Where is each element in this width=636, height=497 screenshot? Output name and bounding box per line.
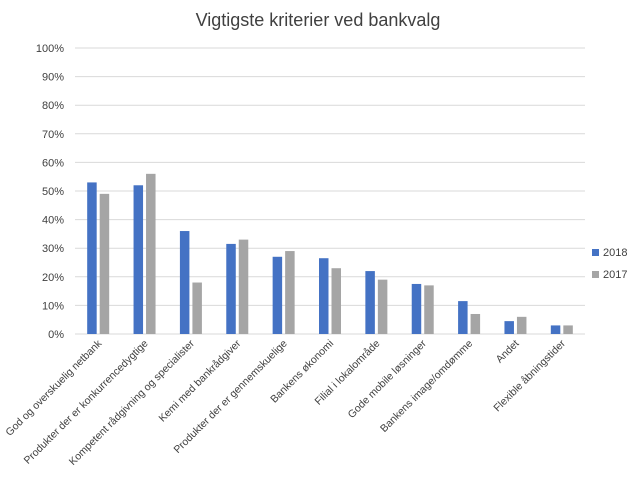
y-tick-label: 30% [42,243,64,255]
bar-2017-7 [424,285,434,334]
x-category-label: God og overskuelig netbank [3,337,104,438]
x-category-label: Andet [494,338,522,366]
bar-2018-7 [411,283,422,334]
bars [87,173,573,334]
bar-2017-5 [331,268,341,334]
gridlines [75,47,585,335]
y-tick-label: 90% [42,72,64,84]
bar-2018-1 [133,185,144,334]
bar-2018-0 [87,182,97,334]
bar-2017-2 [192,282,202,334]
legend-swatch-2018 [592,249,599,256]
bar-2018-8 [458,301,468,334]
bar-2017-6 [377,279,388,334]
bar-2018-5 [319,258,329,334]
bar-2017-4 [285,251,295,334]
bar-2018-10 [550,325,561,334]
bar-2018-3 [226,243,236,334]
bar-2018-2 [179,231,190,334]
legend-swatch-2017 [592,271,599,278]
y-tick-label: 50% [42,186,64,198]
y-axis-tick-labels: 0% 10% 20% 30% 40% 50% 60% 70% 80% 90% 100% [36,43,64,341]
bar-2017-1 [146,173,156,334]
y-tick-label: 10% [42,300,64,312]
x-category-label: Gode mobile løsninger [346,337,430,421]
y-tick-label: 100% [36,43,64,55]
legend: 2018 2017 [592,247,627,281]
bar-2018-9 [504,321,514,334]
bar-2017-8 [470,313,481,334]
bar-2018-4 [272,256,283,334]
bar-2017-3 [238,239,249,334]
y-tick-label: 80% [42,100,64,112]
bar-2017-9 [516,316,527,334]
legend-label-2018: 2018 [603,247,627,259]
bar-2017-0 [99,193,110,334]
bar-2017-10 [563,325,573,334]
legend-label-2017: 2017 [603,269,627,281]
chart-title: Vigtigste kriterier ved bankvalg [196,10,441,30]
bar-2018-6 [365,271,375,334]
y-tick-label: 20% [42,272,64,284]
x-category-label: Kemi med bankrådgiver [156,337,243,424]
x-category-label: Bankens image/omdømme [378,338,475,435]
y-tick-label: 70% [42,129,64,141]
y-tick-label: 40% [42,215,64,227]
y-tick-label: 60% [42,157,64,169]
y-tick-label: 0% [48,329,64,341]
